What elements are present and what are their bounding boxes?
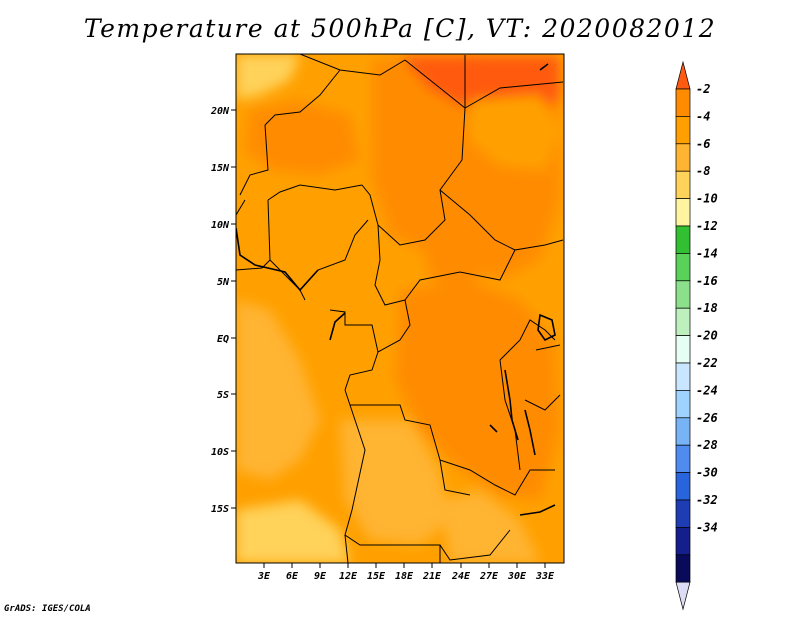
cool-region-southeast [440,490,540,563]
temperature-field [236,54,564,563]
lon-label: 9E [314,571,327,582]
map-title: Temperature at 500hPa [C], VT: 202008201… [83,14,717,43]
colorbar-label: -32 [696,493,718,507]
colorbar-box [675,554,691,583]
lon-label: 3E [257,571,271,582]
colorbar-label: -24 [696,383,718,397]
colorbar-label: -22 [696,356,718,370]
lat-label: EQ [217,334,229,345]
colorbar-label: -10 [696,192,718,206]
colorbar-label: -6 [696,137,710,151]
lon-ticks [263,563,546,568]
colorbar-labels: -2 -4 -6 -8 -10 -12 -14 -16 -18 -20 -22 -24 -26 -28 -3… [696,82,718,534]
lon-label: 18E [395,571,414,582]
lon-label: 30E [507,571,527,582]
lon-label: 24E [451,571,471,582]
warm-region-congo [395,280,560,500]
lat-label: 15S [211,504,229,515]
lat-label: 5S [217,390,229,401]
colorbar-box [675,280,691,309]
colorbar-box [675,307,691,336]
colorbar-box [675,116,691,145]
lat-label: 10N [211,220,230,231]
colorbar [675,60,691,611]
colorbar-label: -34 [696,520,718,534]
cool-region-east-sahel [470,95,560,170]
lat-labels: 20N 15N 10N 5N EQ 5S 10S 15S [210,106,230,515]
colorbar-box [675,390,691,419]
cool-region-west-coast [236,300,320,480]
grads-credit: GrADS: IGES/COLA [4,604,91,614]
colorbar-label: -2 [696,82,710,96]
lon-label: 6E [286,571,299,582]
colorbar-box [675,88,691,117]
lon-label: 15E [367,571,386,582]
colorbar-box [675,170,691,199]
colorbar-label: -14 [696,246,718,260]
colorbar-box [675,143,691,172]
lat-label: 10S [211,447,229,458]
colorbar-bottom-arrow [675,581,691,611]
lat-label: 20N [210,106,230,117]
colorbar-label: -12 [696,219,718,233]
lon-label: 21E [422,571,442,582]
colorbar-box [675,362,691,391]
coolest-region-southwest [236,500,350,563]
lon-labels: 3E 6E 9E 12E 15E 18E 21E 24E 27E 30E 33E [257,571,555,582]
colorbar-box [675,225,691,254]
colorbar-box [675,417,691,446]
colorbar-box [675,472,691,501]
lon-label: 27E [479,571,499,582]
lon-label: 12E [339,571,358,582]
colorbar-label: -8 [696,164,710,178]
colorbar-label: -4 [696,109,710,123]
colorbar-label: -28 [696,438,718,452]
colorbar-label: -16 [696,274,718,288]
colorbar-label: -26 [696,411,718,425]
colorbar-box [675,444,691,473]
cool-region-northwest [236,54,300,100]
colorbar-box [675,198,691,227]
colorbar-label: -18 [696,301,718,315]
coastlines-and-lakes [236,63,556,516]
colorbar-top-arrow [675,60,691,90]
colorbar-box [675,335,691,364]
lat-label: 15N [211,163,230,174]
cool-region-angola [340,420,450,545]
country-borders [236,54,564,563]
lat-ticks [231,109,236,509]
map-frame [235,53,565,564]
warm-region-west-sahel [245,100,360,175]
colorbar-label: -30 [696,466,718,480]
colorbar-box [675,499,691,528]
lat-label: 5N [217,277,230,288]
colorbar-box [675,527,691,556]
colorbar-label: -20 [696,329,718,343]
colorbar-box [675,253,691,282]
lon-label: 33E [535,571,555,582]
